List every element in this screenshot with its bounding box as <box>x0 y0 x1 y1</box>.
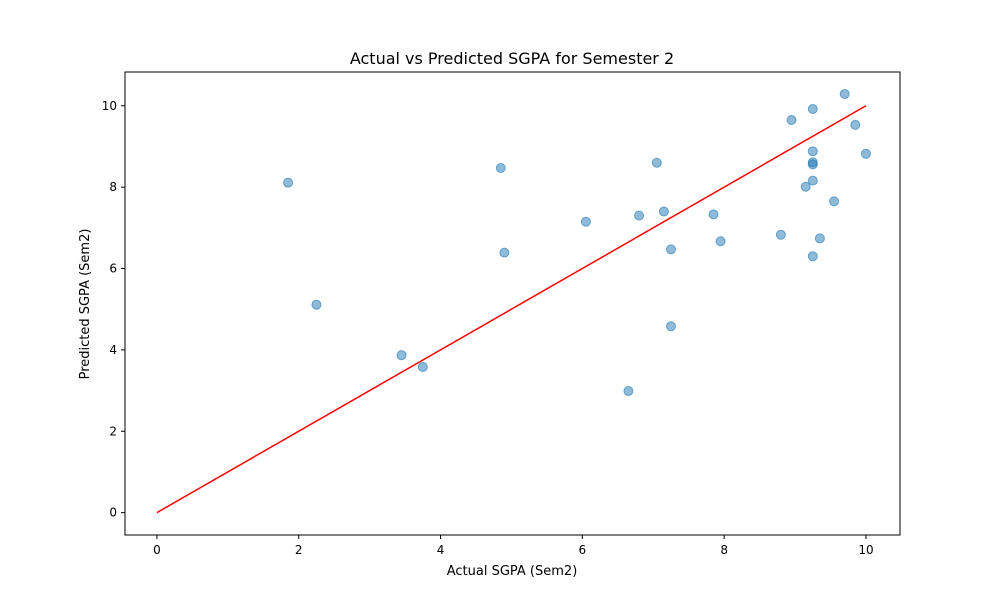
scatter-point <box>807 175 818 186</box>
scatter-point <box>311 299 322 310</box>
scatter-point <box>499 247 510 258</box>
identity-line <box>156 105 867 514</box>
scatter-point <box>634 210 645 221</box>
y-tick-label: 10 <box>102 99 117 113</box>
scatter-point <box>665 321 676 332</box>
scatter-point <box>807 104 818 115</box>
scatter-point <box>807 159 818 170</box>
x-tick-label: 4 <box>437 543 445 557</box>
y-tick-label: 4 <box>109 343 117 357</box>
scatter-point <box>850 119 861 130</box>
y-tick-label: 0 <box>109 506 117 520</box>
scatter-point <box>651 157 662 168</box>
scatter-point <box>417 361 428 372</box>
y-axis-label: Predicted SGPA (Sem2) <box>78 229 93 380</box>
y-tick-label: 6 <box>109 262 117 276</box>
scatter-point <box>658 206 669 217</box>
plot-frame <box>124 71 901 536</box>
x-tick-label: 2 <box>295 543 303 557</box>
chart-title: Actual vs Predicted SGPA for Semester 2 <box>350 49 674 68</box>
scatter-point <box>800 181 811 192</box>
scatter-point <box>829 196 840 207</box>
scatter-point <box>814 233 825 244</box>
x-axis: 0 2 4 6 8 10 <box>153 535 874 557</box>
scatter-point <box>623 385 634 396</box>
plot-area <box>156 88 871 514</box>
scatter-point <box>775 229 786 240</box>
scatter-point <box>708 209 719 220</box>
scatter-point <box>786 115 797 126</box>
y-axis: 0 2 4 6 8 10 <box>102 99 125 520</box>
x-tick-label: 8 <box>720 543 728 557</box>
scatter-point <box>580 216 591 227</box>
y-tick-label: 2 <box>109 424 117 438</box>
scatter-point <box>283 177 294 188</box>
x-tick-label: 0 <box>153 543 161 557</box>
scatter-point <box>839 88 850 99</box>
scatter-point <box>715 236 726 247</box>
scatter-point <box>396 350 407 361</box>
x-axis-label: Actual SGPA (Sem2) <box>447 564 578 579</box>
scatter-point <box>665 244 676 255</box>
scatter-point <box>860 148 871 159</box>
y-tick-label: 8 <box>109 180 117 194</box>
x-tick-label: 10 <box>858 543 873 557</box>
x-tick-label: 6 <box>579 543 587 557</box>
scatter-point <box>807 146 818 157</box>
scatter-point <box>495 163 506 174</box>
scatter-point <box>807 251 818 262</box>
